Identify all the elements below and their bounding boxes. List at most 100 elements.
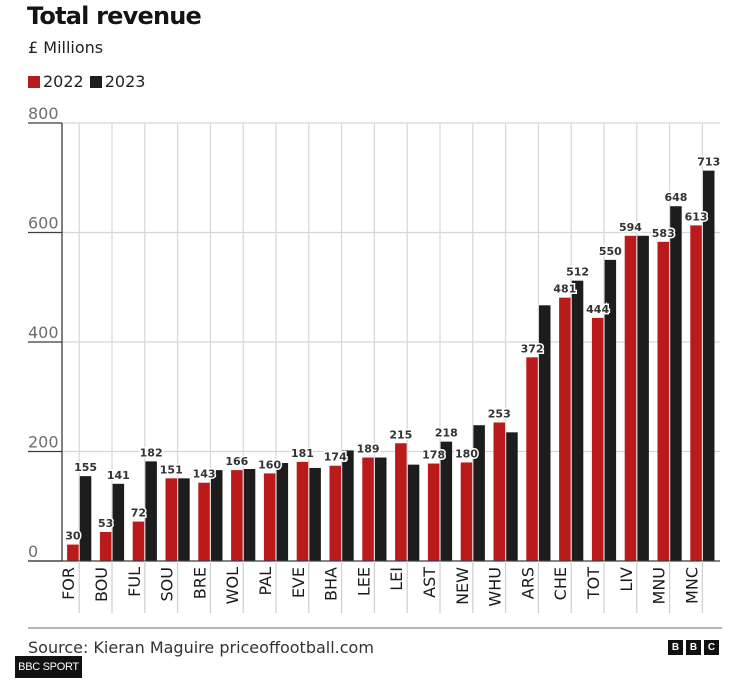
bar-2022-TOT: [591, 317, 604, 561]
x-tick-label: LIV: [617, 567, 636, 592]
chart-title: Total revenue: [27, 2, 202, 30]
bbc-logo-letter: C: [704, 640, 719, 655]
data-label: 594: [619, 221, 642, 234]
data-label: 218: [435, 427, 458, 440]
x-tick-label: NEW: [453, 567, 472, 605]
bar-2022-FOR: [67, 544, 79, 561]
x-tick-label: FUL: [125, 567, 144, 597]
x-tick-label: AST: [420, 567, 439, 598]
source-note: Source: Kieran Maguire priceoffootball.c…: [28, 638, 374, 657]
bar-2023-BHA: [342, 450, 354, 561]
bar-2022-EVE: [296, 461, 309, 561]
y-tick-label: 400: [28, 323, 59, 342]
legend: 2022 2023: [28, 72, 151, 91]
bar-2023-EVE: [309, 467, 321, 561]
x-tick-label: MNC: [682, 567, 701, 604]
y-tick-label: 200: [28, 433, 59, 452]
x-tick-label: EVE: [289, 567, 308, 598]
bbc-logo-letter: B: [668, 640, 683, 655]
data-label: 583: [652, 227, 675, 240]
x-tick-label: PAL: [256, 567, 275, 596]
data-label: 180: [455, 447, 478, 460]
bar-2022-CHE: [559, 297, 571, 561]
bar-2022-SOU: [165, 478, 177, 561]
bar-2022-MNU: [657, 241, 669, 561]
data-label: 613: [685, 210, 708, 223]
bar-2023-MNC: [703, 170, 715, 561]
bar-2022-BOU: [99, 531, 112, 561]
bar-2022-BHA: [329, 465, 341, 561]
bar-2022-BRE: [198, 482, 210, 561]
data-label: 166: [225, 455, 248, 468]
bar-2023-LIV: [637, 235, 649, 561]
bbc-logo-letter: B: [686, 640, 701, 655]
x-tick-label: TOT: [584, 567, 603, 600]
bar-2023-NEW: [473, 425, 485, 561]
bar-2022-FUL: [132, 521, 145, 561]
y-tick-label: 800: [28, 104, 59, 123]
bar-2023-BOU: [112, 483, 125, 561]
data-label: 155: [74, 461, 97, 474]
legend-item-2022: 2022: [28, 72, 84, 91]
data-label: 372: [521, 342, 544, 355]
data-label: 512: [566, 266, 589, 279]
bar-2022-ARS: [526, 357, 538, 561]
legend-label-2022: 2022: [43, 72, 84, 91]
data-label: 30: [65, 530, 81, 543]
bar-2022-LEI: [395, 443, 407, 561]
data-label: 189: [357, 443, 380, 456]
legend-item-2023: 2023: [89, 72, 146, 91]
x-tick-label: BHA: [322, 567, 341, 601]
data-label: 182: [140, 446, 163, 459]
data-label: 481: [553, 283, 576, 296]
bar-2022-MNC: [690, 225, 702, 561]
data-label: 215: [389, 428, 412, 441]
data-label: 151: [160, 463, 183, 476]
bar-2023-WHU: [506, 432, 518, 561]
data-label: 444: [586, 303, 609, 316]
data-label: 53: [98, 517, 113, 530]
x-tick-label: LEI: [387, 567, 406, 591]
y-tick-label: 0: [28, 542, 38, 561]
data-label: 174: [324, 451, 347, 464]
x-tick-label: FOR: [59, 567, 78, 600]
bar-2022-LIV: [624, 235, 637, 561]
x-tick-label: BRE: [190, 567, 209, 599]
data-label: 72: [131, 507, 146, 520]
bar-2023-BRE: [211, 470, 223, 561]
data-label: 143: [193, 468, 216, 481]
bar-2023-SOU: [178, 478, 190, 561]
bar-2023-FOR: [79, 476, 92, 561]
bar-2022-WHU: [493, 422, 505, 561]
bar-2023-CHE: [571, 280, 584, 561]
data-label: 141: [107, 469, 130, 482]
bar-2022-WOL: [231, 470, 243, 561]
bar-2022-LEE: [362, 457, 374, 561]
x-tick-label: SOU: [158, 567, 177, 601]
bar-2022-PAL: [263, 473, 276, 561]
legend-swatch-2023: [89, 75, 102, 88]
chart-subtitle: £ Millions: [28, 38, 104, 57]
x-tick-label: CHE: [551, 567, 570, 600]
bbc-sport-badge: BBC SPORT: [15, 656, 82, 678]
bar-2023-WOL: [243, 469, 256, 561]
legend-swatch-2022: [28, 75, 40, 88]
y-tick-label: 600: [28, 214, 59, 233]
bar-2023-MNU: [670, 206, 682, 561]
data-label: 550: [599, 245, 622, 258]
data-label: 160: [258, 458, 281, 471]
legend-label-2023: 2023: [104, 72, 146, 91]
bar-2023-AST: [440, 441, 453, 561]
data-label: 178: [422, 449, 445, 462]
data-label: 253: [488, 407, 511, 420]
bar-2023-TOT: [604, 259, 617, 561]
x-tick-label: LEE: [354, 567, 373, 596]
data-label: 713: [697, 156, 720, 169]
bar-2023-LEI: [407, 464, 420, 561]
bar-2023-LEE: [375, 457, 387, 561]
x-tick-label: ARS: [518, 567, 537, 599]
bar-2022-AST: [427, 463, 440, 561]
bbc-logo: B B C: [668, 640, 719, 655]
data-label: 181: [291, 447, 314, 460]
